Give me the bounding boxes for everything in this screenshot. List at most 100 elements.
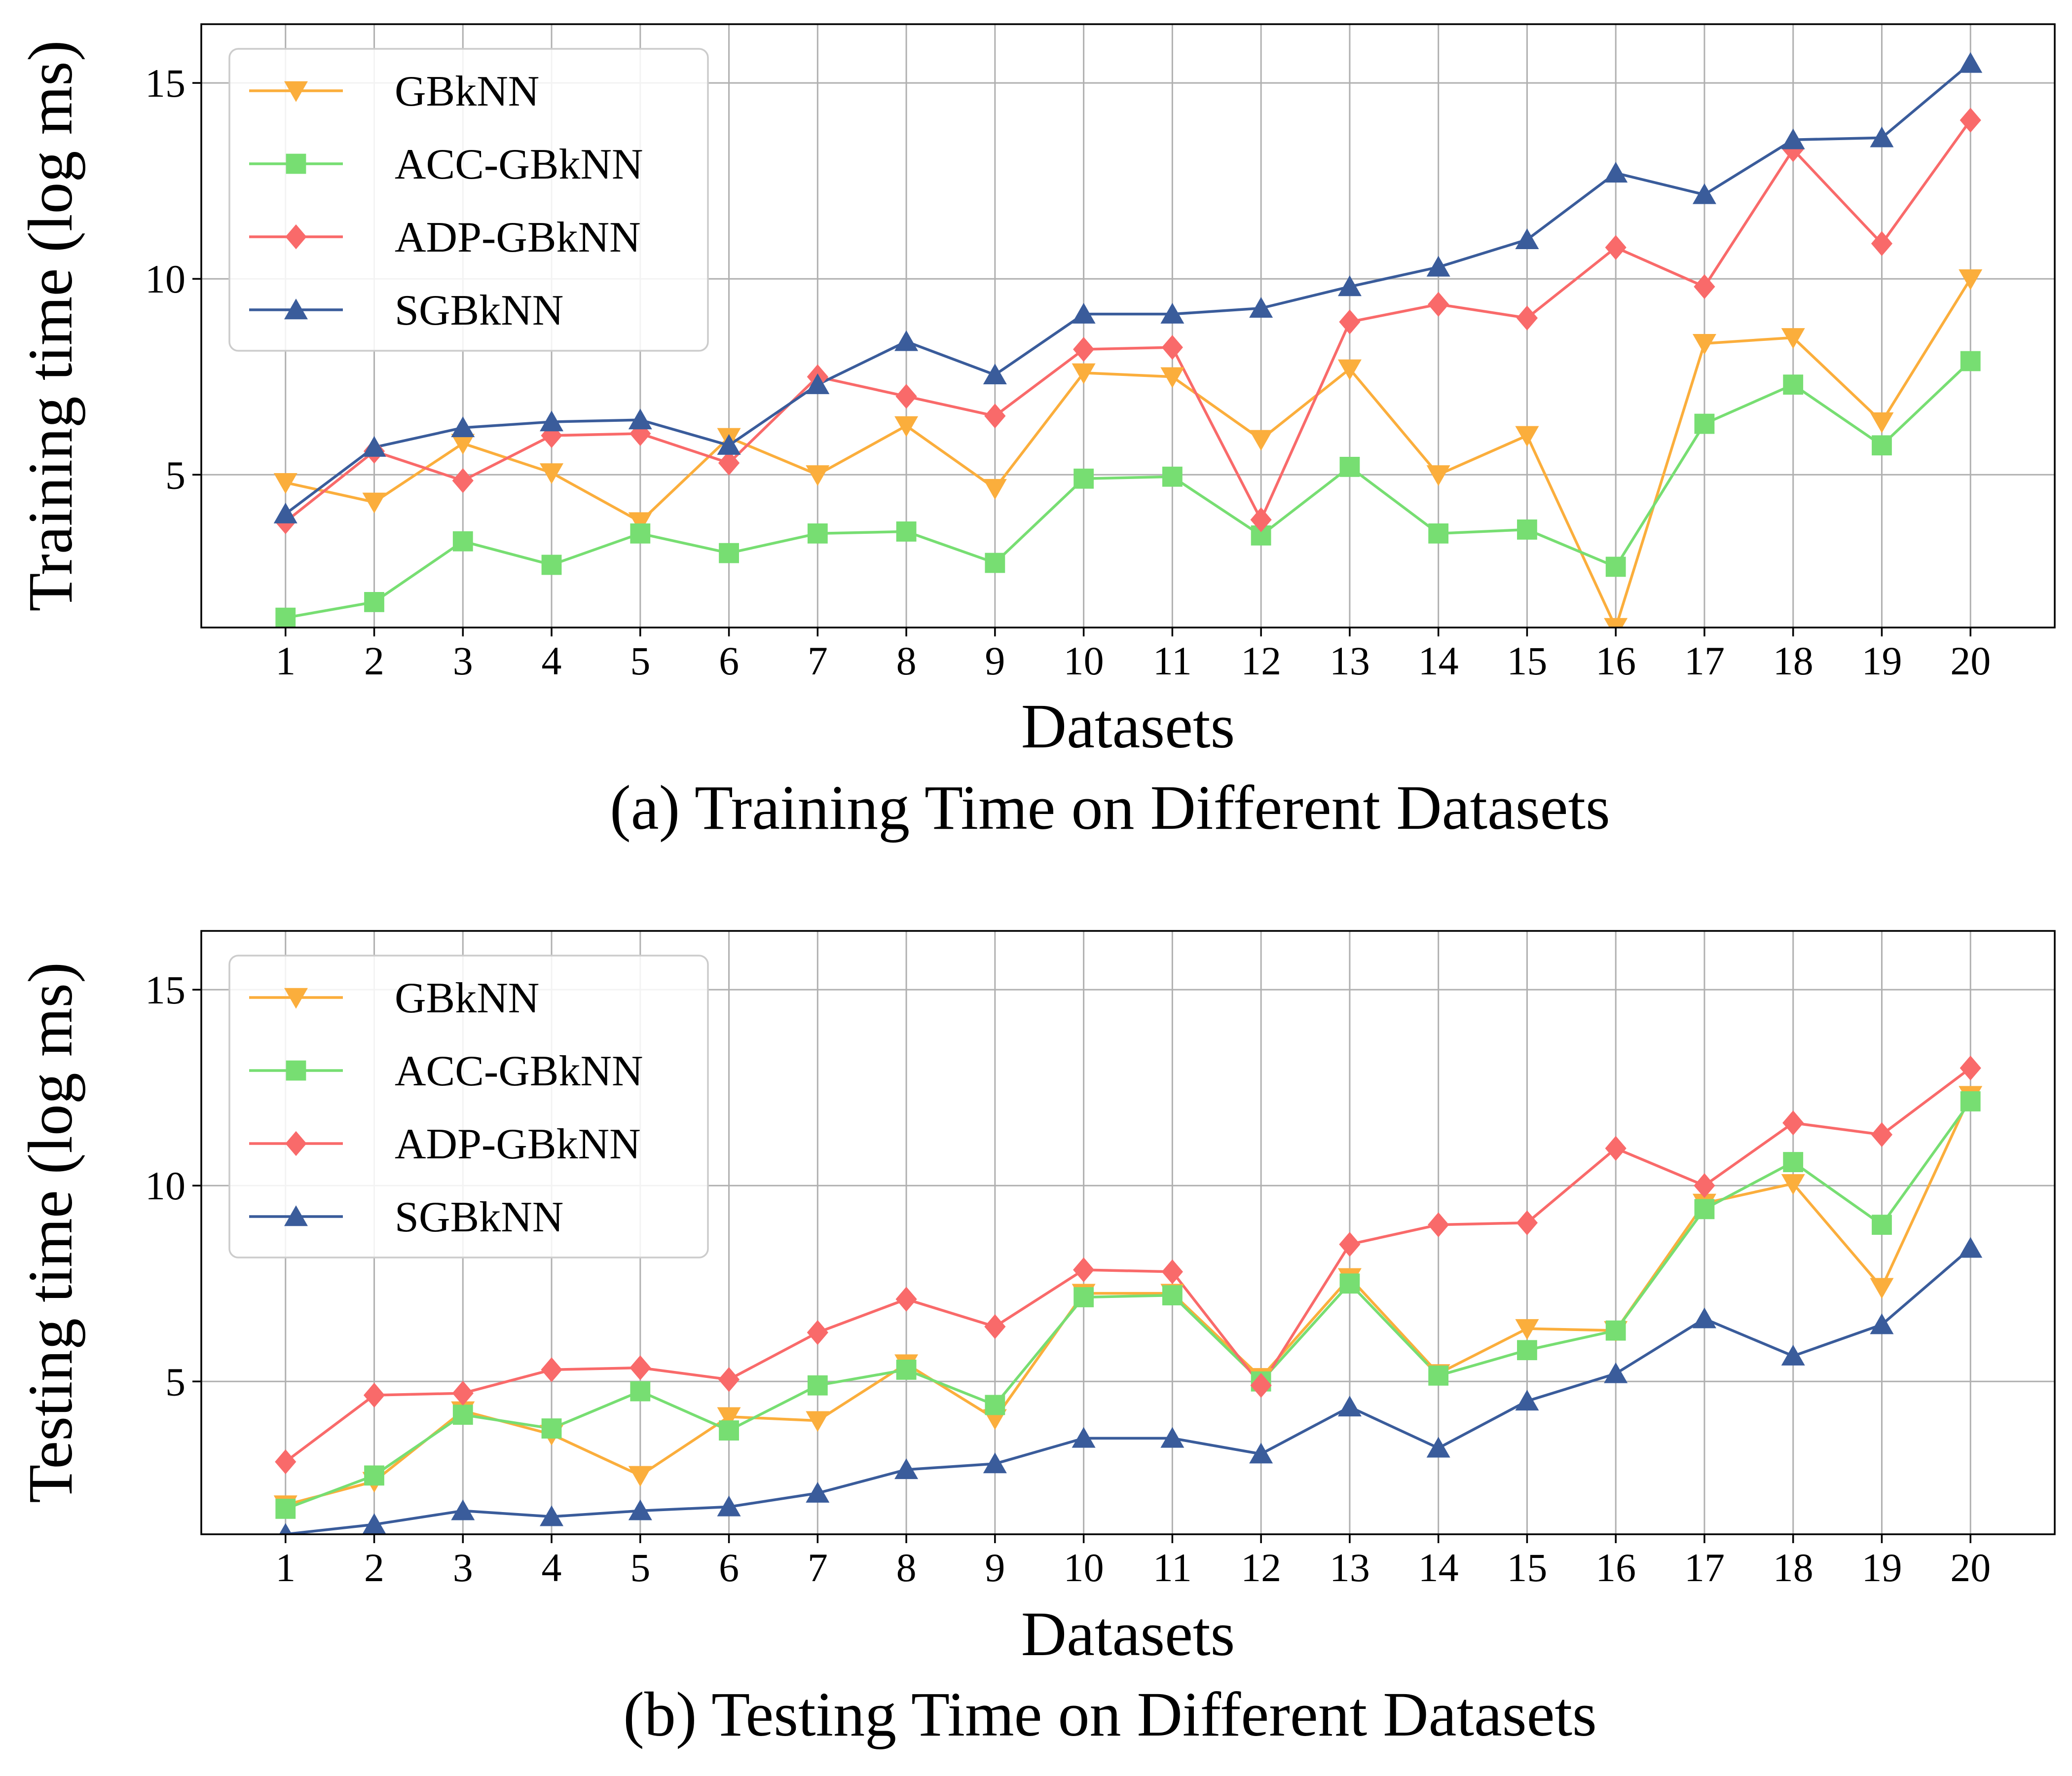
x-axis-label: Datasets: [1021, 1599, 1235, 1669]
y-axis-label: Testing time (log ms): [15, 962, 85, 1503]
data-point-sgbknn: [717, 434, 741, 455]
x-tick-label: 2: [364, 638, 384, 683]
legend-label-acc-gbknn: ACC-GBkNN: [395, 1047, 643, 1095]
legend-marker-gbknn: [284, 988, 308, 1009]
data-point-acc-gbknn: [1783, 1152, 1804, 1172]
x-tick-label: 13: [1330, 1545, 1370, 1590]
data-point-adp-gbknn: [1250, 507, 1272, 532]
data-point-sgbknn: [1692, 1307, 1716, 1329]
data-point-sgbknn: [1959, 1237, 1983, 1258]
legend-label-adp-gbknn: ADP-GBkNN: [395, 1120, 641, 1168]
x-tick-label: 3: [453, 1545, 473, 1590]
data-point-adp-gbknn: [1428, 1212, 1449, 1237]
data-point-acc-gbknn: [807, 523, 828, 544]
x-tick-label: 5: [630, 638, 650, 683]
series-line-sgbknn: [285, 62, 1971, 515]
data-point-sgbknn: [1072, 1427, 1096, 1448]
x-tick-label: 16: [1595, 638, 1636, 683]
y-tick-label: 15: [145, 61, 185, 106]
data-point-sgbknn: [1072, 302, 1096, 324]
data-point-adp-gbknn: [1161, 334, 1183, 360]
series-line-gbknn: [285, 1095, 1972, 1507]
data-point-adp-gbknn: [1161, 1259, 1183, 1285]
legend-marker-acc-gbknn: [286, 153, 306, 174]
data-point-gbknn: [717, 1407, 741, 1428]
legend-marker-gbknn: [284, 81, 308, 102]
series-line-sgbknn: [285, 1247, 1972, 1534]
data-point-acc-gbknn: [630, 1381, 651, 1402]
data-point-gbknn: [1515, 1319, 1539, 1340]
data-point-sgbknn: [273, 502, 297, 523]
data-point-sgbknn: [1160, 302, 1184, 324]
x-tick-label: 6: [719, 638, 739, 683]
data-point-sgbknn: [1870, 126, 1894, 148]
data-point-sgbknn: [1160, 1427, 1184, 1448]
data-point-gbknn: [806, 1411, 830, 1432]
y-tick-label: 5: [165, 1359, 185, 1404]
y-tick-label: 10: [145, 1163, 185, 1208]
legend-marker-sgbknn: [284, 1205, 308, 1226]
data-point-gbknn: [1426, 465, 1450, 486]
data-point-sgbknn: [1249, 1443, 1273, 1464]
x-tick-label: 2: [364, 1545, 384, 1590]
legend-label-sgbknn: SGBkNN: [395, 287, 563, 334]
plot-frame: [200, 23, 2056, 629]
data-point-acc-gbknn: [630, 523, 651, 544]
x-tick-label: 11: [1153, 1545, 1192, 1590]
legend-label-adp-gbknn: ADP-GBkNN: [395, 214, 641, 261]
data-point-sgbknn: [983, 363, 1007, 384]
data-point-gbknn: [1870, 1278, 1894, 1299]
legend-marker-adp-gbknn: [285, 224, 307, 250]
x-tick-label: 12: [1241, 1545, 1281, 1590]
data-point-gbknn: [1515, 426, 1539, 447]
data-point-sgbknn: [717, 1495, 741, 1517]
data-point-adp-gbknn: [1516, 305, 1538, 331]
x-tick-label: 1: [275, 1545, 296, 1590]
data-point-adp-gbknn: [895, 384, 917, 409]
data-point-adp-gbknn: [275, 1449, 296, 1475]
legend: GBkNN ACC-GBkNN ADP-GBkNN SGBkNN: [228, 48, 709, 352]
data-point-sgbknn: [806, 373, 830, 394]
data-point-acc-gbknn: [1073, 468, 1094, 489]
x-tick-label: 5: [630, 1545, 650, 1590]
x-tick-label: 15: [1507, 638, 1547, 683]
series-line-adp-gbknn: [285, 1067, 1971, 1463]
data-point-sgbknn: [1426, 256, 1450, 277]
data-point-acc-gbknn: [1605, 556, 1626, 577]
x-tick-label: 7: [808, 1545, 828, 1590]
data-point-adp-gbknn: [1428, 292, 1449, 317]
data-point-adp-gbknn: [1960, 108, 1981, 133]
series-line-adp-gbknn: [285, 119, 1972, 523]
data-point-acc-gbknn: [541, 1418, 562, 1439]
data-point-acc-gbknn: [364, 1465, 384, 1486]
x-tick-label: 11: [1153, 638, 1192, 683]
legend-label-sgbknn: SGBkNN: [395, 1193, 563, 1241]
data-point-acc-gbknn: [1960, 1091, 1981, 1111]
data-point-adp-gbknn: [895, 1287, 917, 1312]
data-point-sgbknn: [1337, 1396, 1362, 1417]
legend-label-gbknn: GBkNN: [395, 974, 539, 1022]
data-point-acc-gbknn: [275, 1498, 296, 1519]
data-point-adp-gbknn: [363, 1382, 385, 1408]
testing-time-chart: 1 2 3 4 5 6 7 8 9 10 11 12 13 14 15 16 17 18 19 2051015Data…: [15, 930, 2056, 1749]
data-point-sgbknn: [1781, 1344, 1805, 1366]
data-point-adp-gbknn: [1694, 274, 1715, 299]
data-point-acc-gbknn: [1428, 523, 1449, 544]
data-point-adp-gbknn: [1073, 1257, 1095, 1283]
figure-caption: (b) Testing Time on Different Datasets: [623, 1679, 1597, 1749]
data-point-acc-gbknn: [896, 521, 917, 542]
data-point-adp-gbknn: [718, 450, 740, 476]
data-point-acc-gbknn: [452, 1405, 473, 1425]
data-point-sgbknn: [279, 1523, 292, 1534]
x-tick-label: 15: [1507, 1545, 1547, 1590]
x-tick-label: 18: [1773, 638, 1813, 683]
legend-marker-adp-gbknn: [285, 1131, 307, 1156]
data-point-adp-gbknn: [984, 403, 1006, 429]
data-point-sgbknn: [451, 416, 475, 438]
y-axis-label: Training time (log ms): [15, 40, 85, 612]
data-point-sgbknn: [362, 436, 386, 457]
data-point-adp-gbknn: [541, 1357, 562, 1382]
x-tick-label: 19: [1861, 638, 1902, 683]
x-tick-label: 1: [275, 638, 296, 683]
x-tick-label: 16: [1595, 1545, 1636, 1590]
